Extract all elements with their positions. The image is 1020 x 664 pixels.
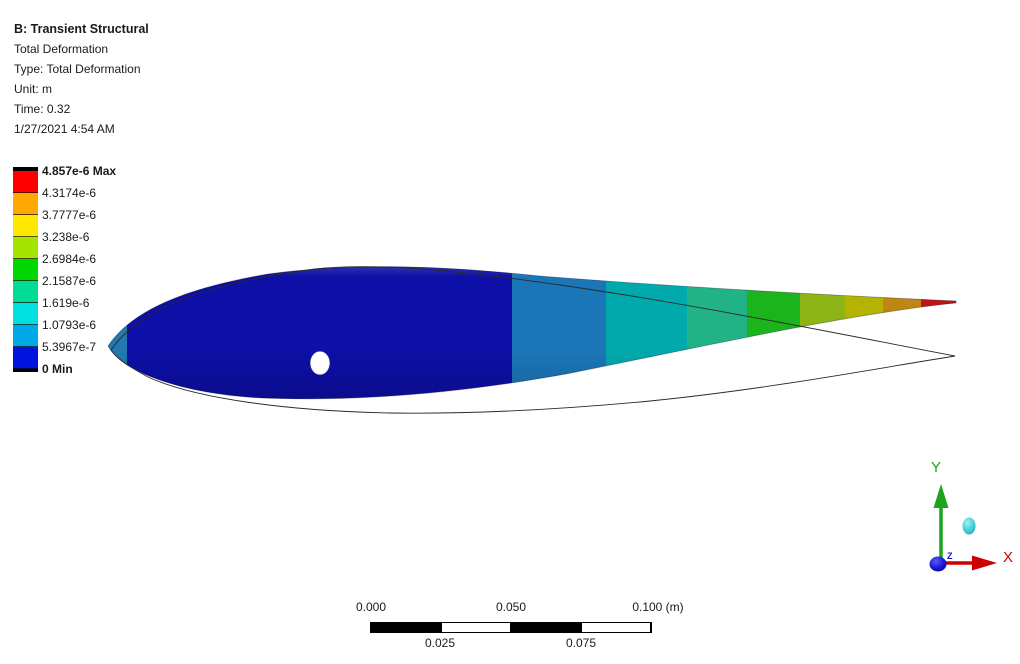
contour-legend-bar (13, 167, 38, 372)
analysis-title: B: Transient Structural (14, 22, 149, 36)
result-time: Time: 0.32 (14, 102, 71, 116)
result-unit: Unit: m (14, 82, 53, 96)
ruler-segment (371, 623, 441, 632)
ruler-segment (581, 623, 651, 632)
orientation-triad[interactable]: Z Y X (929, 459, 1014, 572)
legend-value-min: 0 Min (42, 362, 73, 376)
ruler-label-50: 0.050 (495, 600, 527, 614)
legend-band-chartreuse (13, 237, 38, 259)
legend-value: 5.3967e-7 (42, 340, 97, 354)
result-info-block: B: Transient Structural Total Deformatio… (14, 19, 149, 139)
triad-x-label: X (1003, 549, 1013, 566)
airfoil-hole (310, 351, 330, 375)
triad-z-ball[interactable] (929, 556, 947, 572)
contour-region-olive (845, 266, 883, 399)
legend-band-blue (13, 347, 38, 369)
legend-value: 3.238e-6 (42, 230, 90, 244)
result-name: Total Deformation (14, 42, 109, 56)
contour-region-max-red (921, 266, 956, 399)
legend-value: 4.3174e-6 (42, 186, 97, 200)
ruler-segment (511, 623, 581, 632)
result-date: 1/27/2021 4:54 AM (14, 122, 115, 136)
legend-value: 3.7777e-6 (42, 208, 97, 222)
triad-x-arrowhead[interactable] (972, 555, 997, 571)
legend-band-springgreen (13, 281, 38, 303)
legend-band-cyan (13, 303, 38, 325)
legend-top-cap (13, 167, 38, 171)
undeformed-airfoil-outline (110, 266, 956, 414)
ruler-label-75: 0.075 (565, 636, 597, 650)
contour-region-orange (883, 266, 921, 399)
legend-band-yellow (13, 215, 38, 237)
legend-value: 1.619e-6 (42, 296, 90, 310)
triad-y-arrowhead[interactable] (933, 484, 949, 508)
scale-ruler (370, 622, 652, 633)
legend-value: 1.0793e-6 (42, 318, 97, 332)
shading-overlay (108, 266, 956, 399)
legend-band-skyblue (13, 325, 38, 347)
legend-band-green (13, 259, 38, 281)
ruler-segment (441, 623, 511, 632)
legend-band-red (13, 171, 38, 193)
legend-bottom-cap (13, 369, 38, 372)
deformed-airfoil-contour (108, 266, 956, 399)
result-type: Type: Total Deformation (14, 62, 141, 76)
triad-z-label: Z (947, 551, 953, 561)
contour-region-chartreuse (800, 266, 845, 399)
legend-band-orange (13, 193, 38, 215)
legend-value: 2.1587e-6 (42, 274, 97, 288)
ruler-label-0: 0.000 (355, 600, 387, 614)
legend-value-max: 4.857e-6 Max (42, 164, 117, 178)
ruler-label-25: 0.025 (424, 636, 456, 650)
triad-iso-ball[interactable] (962, 517, 976, 535)
ruler-label-100: 0.100 (m) (632, 600, 684, 614)
legend-value: 2.6984e-6 (42, 252, 97, 266)
triad-y-label: Y (931, 459, 941, 476)
